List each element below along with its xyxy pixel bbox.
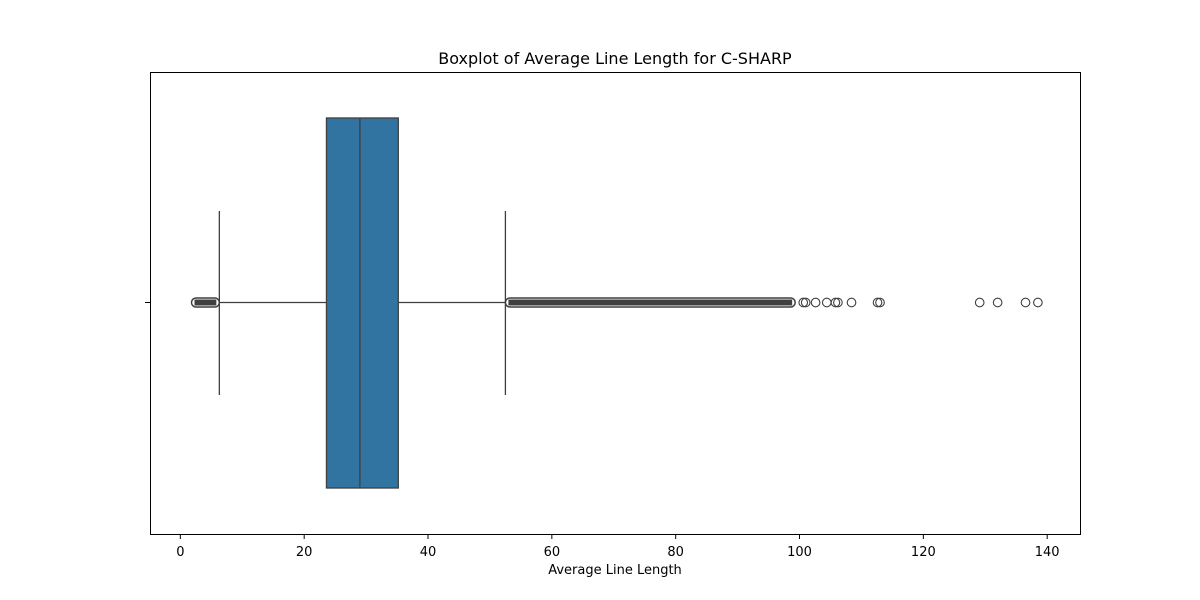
outlier-band-fill — [194, 299, 217, 306]
outlier-point-10 — [974, 297, 985, 308]
x-tick-label: 0 — [176, 545, 184, 560]
box-marks — [190, 117, 1043, 489]
outlier-point-12 — [1020, 297, 1031, 308]
outlier-band-outline — [190, 297, 221, 308]
outlier-point-11 — [992, 297, 1003, 308]
outlier-band-2 — [504, 297, 796, 308]
outlier-point-13 — [1033, 297, 1043, 308]
outlier-point-4 — [821, 297, 832, 308]
x-tick-label: 80 — [667, 545, 684, 560]
outlier-point-5 — [830, 297, 841, 308]
x-tick-label: 140 — [1035, 545, 1060, 560]
chart-title: Boxplot of Average Line Length for C-SHA… — [438, 49, 792, 68]
iqr-box — [325, 117, 399, 489]
outlier-point-8 — [872, 297, 883, 308]
x-tick-label: 40 — [420, 545, 437, 560]
outlier-band-1 — [190, 297, 221, 308]
x-tick-label: 60 — [544, 545, 561, 560]
x-axis: 0 20 40 60 80 100 120 140 — [176, 534, 1060, 560]
x-tick-label: 100 — [787, 545, 812, 560]
x-tick-label: 120 — [911, 545, 936, 560]
plot-area-frame — [150, 72, 1081, 535]
outlier-point-1 — [798, 297, 809, 308]
outlier-point-3 — [810, 297, 821, 308]
x-tick-label: 20 — [296, 545, 313, 560]
outlier-point-6 — [833, 297, 843, 308]
outlier-band-outline — [504, 297, 796, 308]
outlier-band-fill — [508, 299, 793, 306]
outlier-point-9 — [875, 297, 885, 308]
outlier-point-7 — [846, 297, 857, 308]
outlier-point-2 — [800, 297, 811, 308]
x-axis-label: Average Line Length — [548, 563, 682, 578]
